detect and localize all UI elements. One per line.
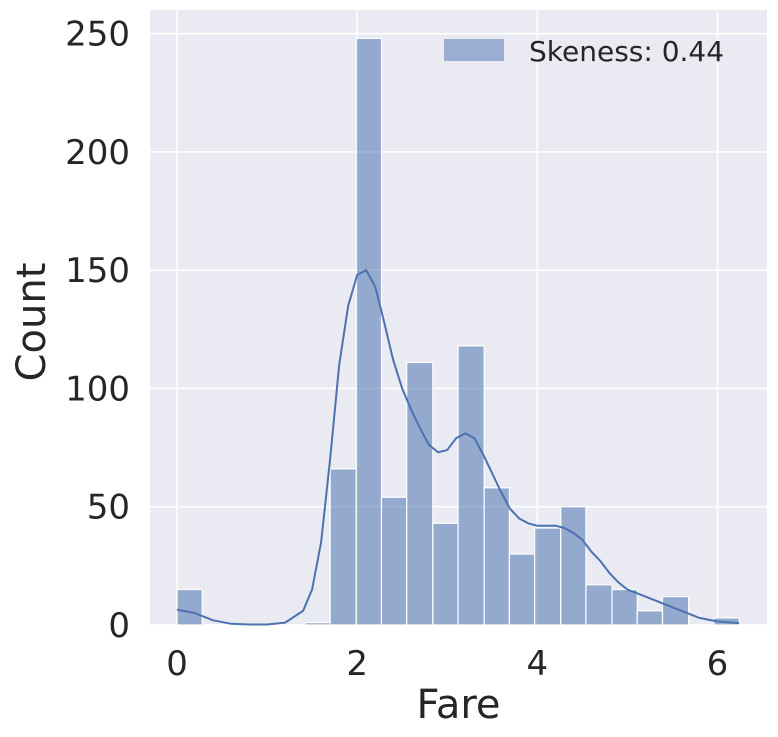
y-tick-labels: 0 50 100 150 200 250 — [65, 15, 130, 646]
x-tick-labels: 0 2 4 6 — [166, 644, 728, 684]
x-tick-label: 6 — [707, 644, 729, 684]
kde-line — [176, 268, 740, 626]
x-axis-label: Fare — [416, 682, 500, 728]
histogram-bar — [611, 588, 638, 626]
legend-swatch — [444, 39, 504, 61]
histogram-bar — [304, 622, 331, 626]
histogram-bar — [534, 527, 562, 626]
histogram-bar — [176, 588, 203, 626]
y-tick-label: 250 — [65, 15, 130, 55]
histogram-bar — [508, 553, 536, 626]
histogram-bars — [176, 37, 740, 626]
x-tick-label: 4 — [526, 644, 548, 684]
y-tick-label: 100 — [65, 369, 130, 409]
histogram-bar — [406, 361, 434, 626]
y-tick-label: 150 — [65, 251, 130, 291]
histogram-bar — [329, 468, 357, 626]
histogram-bar — [483, 487, 510, 626]
y-tick-label: 50 — [87, 488, 130, 528]
y-tick-label: 200 — [65, 133, 130, 173]
x-tick-label: 0 — [166, 644, 188, 684]
histogram-bar — [457, 345, 485, 626]
y-tick-label: 0 — [108, 606, 130, 646]
histogram-bar — [432, 522, 459, 626]
histogram-bar — [661, 596, 690, 626]
y-axis-label: Count — [9, 263, 55, 382]
legend-label: Skeness: 0.44 — [529, 35, 724, 68]
legend: Skeness: 0.44 — [444, 35, 724, 68]
histogram-bar — [355, 37, 383, 626]
histogram-bar — [636, 610, 664, 626]
histogram-bar — [380, 496, 408, 626]
histogram-bar — [585, 584, 613, 626]
histogram-bar — [560, 506, 587, 626]
x-tick-label: 2 — [346, 644, 368, 684]
